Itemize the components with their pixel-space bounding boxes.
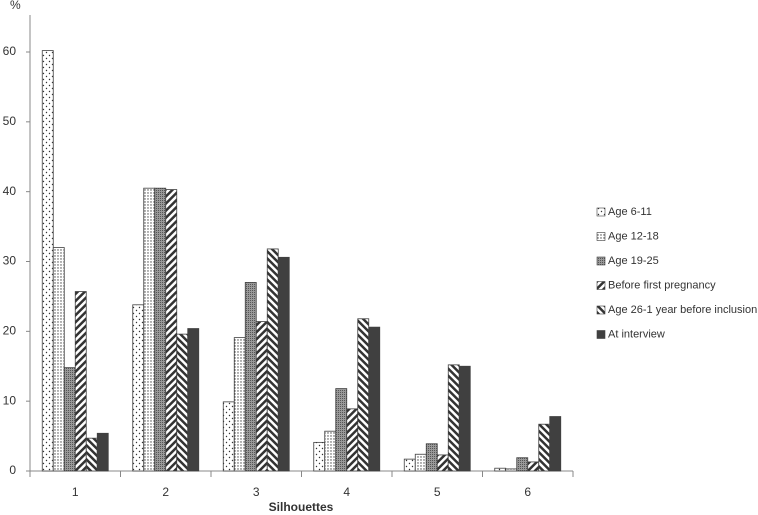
x-tick-label: 1 [72,485,79,499]
legend-label: Age 26-1 year before inclusion [608,304,757,316]
bar [368,326,381,472]
bar [132,304,145,472]
bar [505,468,518,472]
bar [516,457,529,472]
bar [494,467,507,472]
x-tick-label: 3 [253,485,260,499]
legend-label: At interview [608,328,665,340]
legend-label: Before first pregnancy [608,279,716,291]
y-tick-label: 20 [3,324,17,338]
legend-label: Age 6-11 [608,206,652,218]
bar [458,365,471,472]
legend-swatch [596,330,606,339]
legend-label: Age 12-18 [608,230,659,242]
legend-swatch [596,232,606,241]
legend-label: Age 19-25 [608,255,659,267]
bar [222,401,235,472]
bar [414,453,427,472]
legend-swatch [596,281,606,290]
bar [85,437,98,472]
x-tick-label: 4 [343,485,350,499]
y-tick-label: 10 [3,393,17,407]
bar [447,364,460,472]
bar [346,408,359,472]
y-tick-label: 30 [3,254,17,268]
legend-swatch [596,256,606,266]
bar [255,321,268,472]
bar [52,247,65,472]
x-tick-label: 2 [162,485,169,499]
bar [527,461,540,472]
bar [403,458,416,472]
bar [233,337,246,472]
bar [313,441,326,472]
bar [187,328,200,472]
bar [425,443,438,472]
bar [96,432,109,472]
bar [335,388,348,472]
bar [244,282,257,472]
bar [436,454,449,472]
bar [357,318,370,472]
y-tick-label: 50 [3,114,17,128]
x-tick-label: 6 [524,485,531,499]
y-tick-label: 60 [3,44,17,58]
x-tick-label: 5 [434,485,441,499]
bar [143,187,156,472]
bar [176,333,189,472]
bar [41,50,54,472]
bar [63,367,76,472]
bar [165,189,178,472]
bar [266,248,279,472]
y-axis-label: % [10,0,21,12]
bar [277,256,290,472]
bar [154,187,167,472]
bar [538,423,551,472]
legend-swatch [596,207,606,217]
bar [324,430,337,472]
x-axis-title: Silhouettes [269,500,334,514]
legend-swatch [596,305,606,315]
bar [74,291,87,472]
bar [549,416,562,472]
y-tick-label: 0 [9,463,16,477]
y-tick-label: 40 [3,184,17,198]
